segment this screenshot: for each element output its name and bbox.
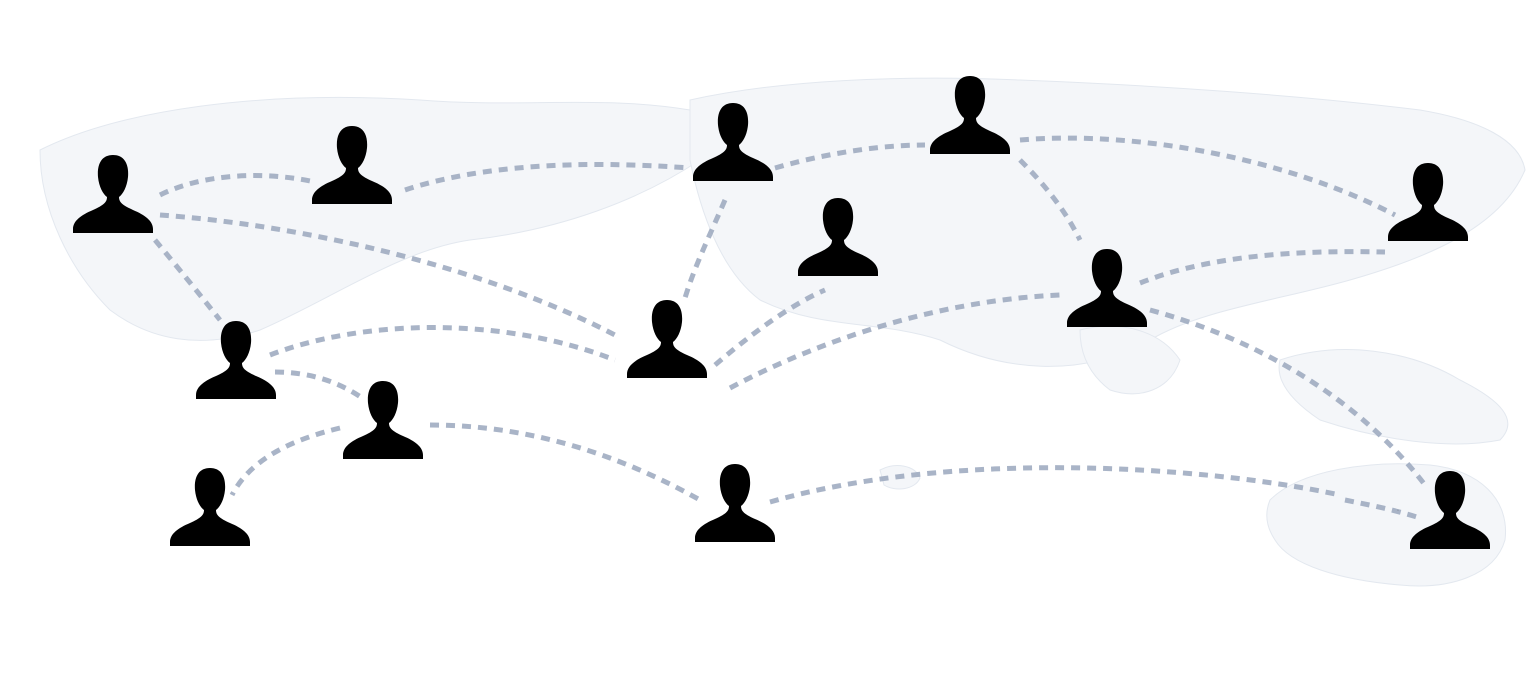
land-islands xyxy=(1278,349,1509,445)
connection-p3-p4 xyxy=(774,142,926,171)
connection-p9-p12 xyxy=(429,422,702,503)
land-australia xyxy=(1266,463,1507,587)
connection-p11-p5 xyxy=(1139,249,1386,286)
connection-p1-p6 xyxy=(159,212,617,338)
person-icon xyxy=(695,464,775,542)
connection-p6-p7 xyxy=(713,287,826,367)
connection-p8-p6 xyxy=(269,325,616,363)
connection-p4-p11 xyxy=(1018,158,1083,242)
connection-p14-p13 xyxy=(1344,497,1421,521)
connection-p2-p3 xyxy=(404,161,691,193)
world-map-background xyxy=(39,77,1526,587)
connection-p4-p5 xyxy=(1019,135,1397,218)
connection-p12-p13 xyxy=(769,465,1341,505)
connections xyxy=(153,135,1427,521)
connection-p6-p11 xyxy=(728,292,1061,391)
connection-p9-p10 xyxy=(229,425,341,497)
land-south-asia xyxy=(1079,325,1181,395)
connection-p3-p6 xyxy=(682,199,728,299)
land-eurasia xyxy=(689,77,1526,367)
connection-p11-p13 xyxy=(1149,307,1427,487)
connection-p8-p9 xyxy=(274,369,367,403)
person-icon xyxy=(170,468,250,546)
land-north-america xyxy=(39,96,701,341)
person-icon xyxy=(627,300,707,378)
connection-p1-p8 xyxy=(153,238,222,322)
